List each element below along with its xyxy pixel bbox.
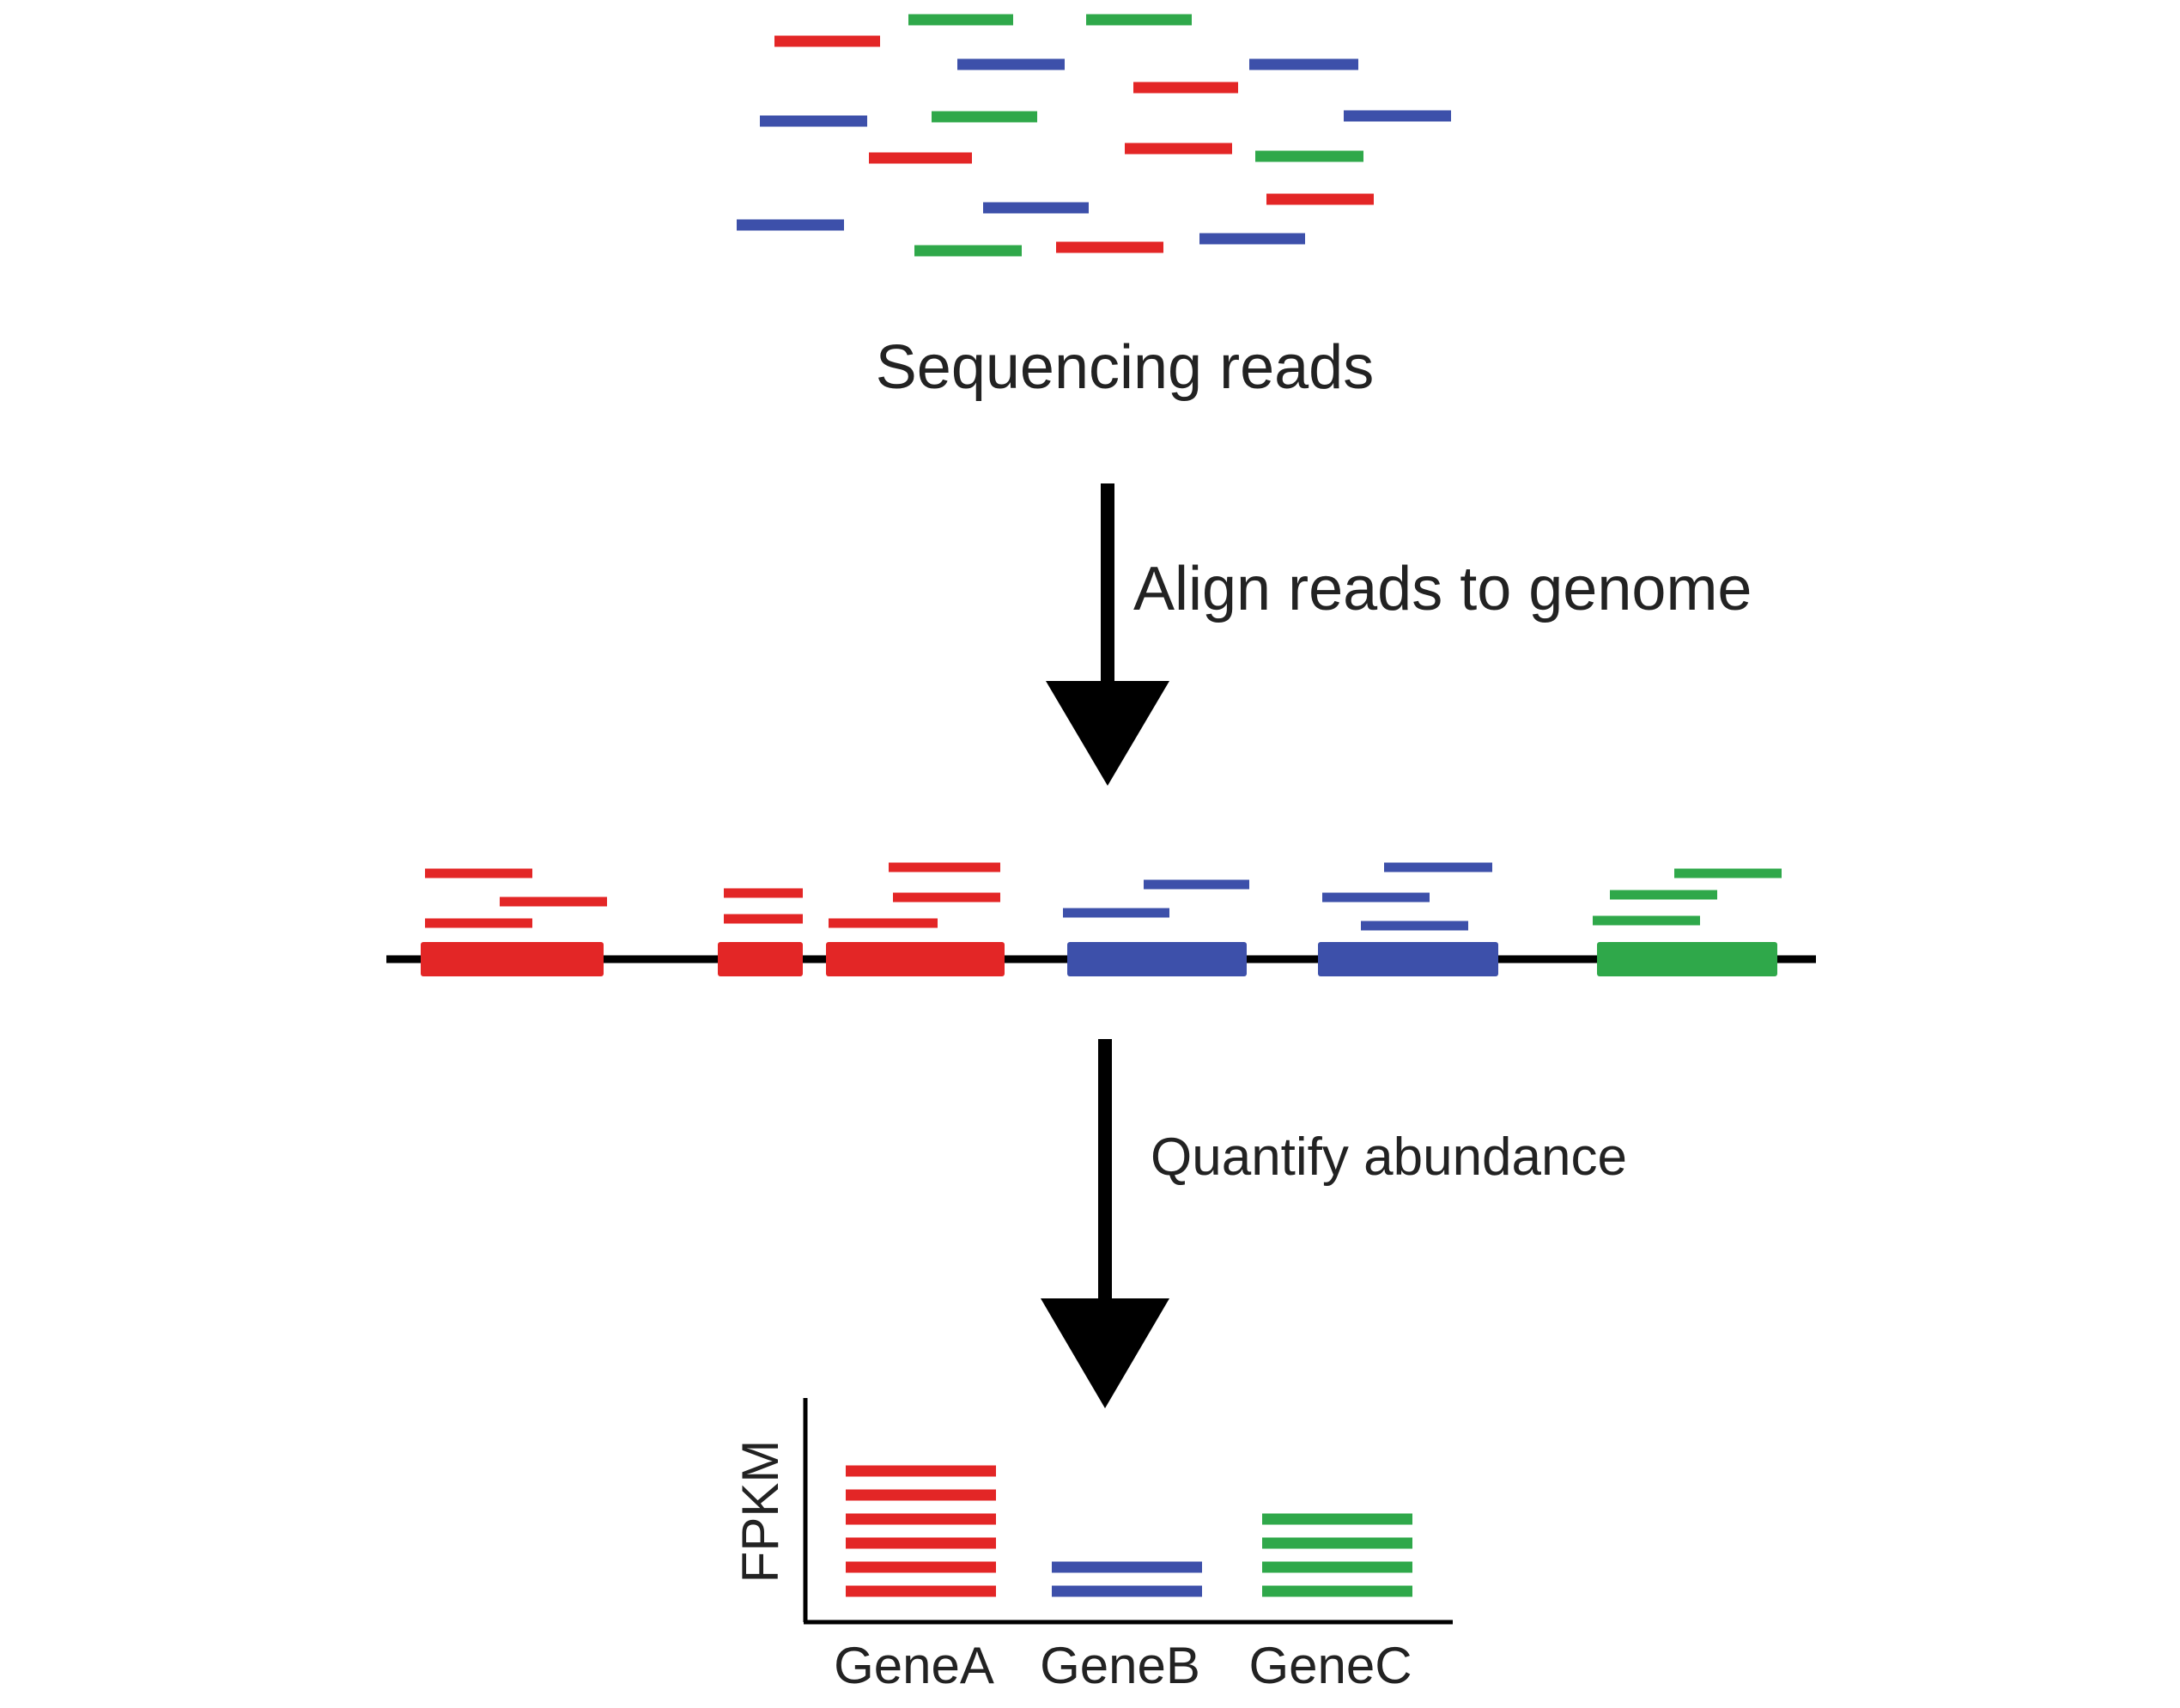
quantify-arrow xyxy=(1041,1039,1169,1408)
fpkm-bars xyxy=(846,1465,1412,1597)
gene-tick-label: GeneC xyxy=(1248,1637,1412,1694)
quantify-abundance-label: Quantify abundance xyxy=(1151,1128,1627,1187)
genome-alignment xyxy=(386,862,1816,976)
exon-blocks xyxy=(421,942,1777,976)
gene-tick-labels: GeneA GeneB GeneC xyxy=(834,1637,1412,1694)
align-reads-label: Align reads to genome xyxy=(1133,555,1752,623)
exon-block xyxy=(421,942,604,976)
y-axis-label: FPKM xyxy=(732,1440,789,1583)
sequencing-reads-label: Sequencing reads xyxy=(876,333,1374,402)
exon-block xyxy=(1067,942,1247,976)
exon-block xyxy=(826,942,1005,976)
gene-tick-label: GeneB xyxy=(1040,1637,1200,1694)
exon-block xyxy=(718,942,803,976)
align-arrow-head xyxy=(1046,681,1169,786)
sequencing-reads-cluster xyxy=(737,14,1451,257)
fpkm-chart: FPKM GeneA GeneB GeneC xyxy=(732,1398,1453,1694)
aligned-reads xyxy=(425,862,1782,931)
gene-tick-label: GeneA xyxy=(834,1637,994,1694)
align-arrow xyxy=(1046,483,1169,786)
exon-block xyxy=(1318,942,1498,976)
exon-block xyxy=(1597,942,1777,976)
quantify-arrow-head xyxy=(1041,1298,1169,1408)
